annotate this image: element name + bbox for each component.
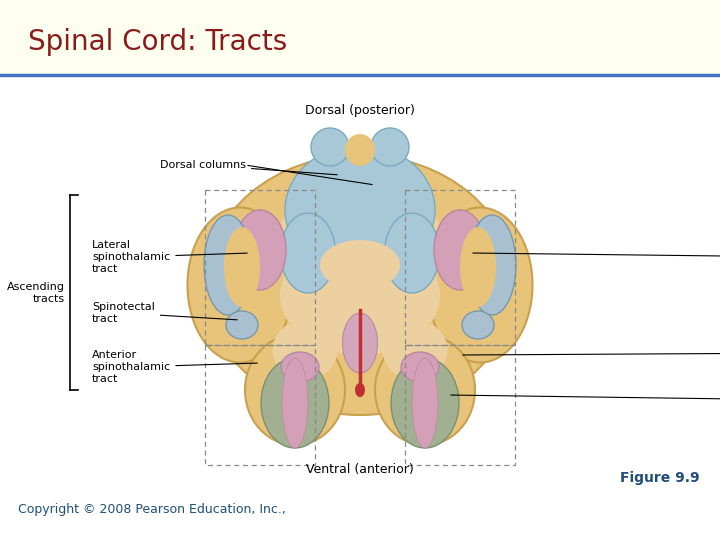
Bar: [205, 345, 315, 465]
Ellipse shape: [412, 358, 438, 448]
Ellipse shape: [462, 311, 494, 339]
Ellipse shape: [205, 155, 515, 415]
Ellipse shape: [401, 352, 439, 382]
Text: Spinotectal
tract: Spinotectal tract: [92, 302, 237, 324]
Ellipse shape: [281, 213, 336, 293]
Text: Copyright © 2008 Pearson Education, Inc.,: Copyright © 2008 Pearson Education, Inc.…: [18, 503, 286, 516]
Ellipse shape: [234, 210, 286, 290]
Ellipse shape: [384, 213, 439, 293]
Text: Lateral
spinothalamic
tract: Lateral spinothalamic tract: [92, 240, 247, 274]
Ellipse shape: [391, 358, 459, 448]
Text: Figure 9.9: Figure 9.9: [621, 471, 700, 485]
Ellipse shape: [281, 352, 319, 382]
Ellipse shape: [261, 358, 329, 448]
Ellipse shape: [371, 128, 409, 166]
Ellipse shape: [468, 215, 516, 315]
Ellipse shape: [277, 205, 333, 275]
Ellipse shape: [311, 128, 349, 166]
Ellipse shape: [355, 383, 365, 397]
Text: Dorsal (posterior): Dorsal (posterior): [305, 104, 415, 117]
Text: Dorsal columns: Dorsal columns: [160, 160, 337, 175]
Ellipse shape: [282, 358, 308, 448]
Text: Ventral (anterior): Ventral (anterior): [306, 463, 414, 476]
Text: Vestibulospinal
tract: Vestibulospinal tract: [463, 342, 720, 364]
Ellipse shape: [387, 205, 443, 275]
Ellipse shape: [224, 227, 260, 307]
Ellipse shape: [434, 210, 486, 290]
Ellipse shape: [245, 335, 345, 445]
Ellipse shape: [280, 235, 440, 355]
Bar: [205, 190, 315, 345]
Ellipse shape: [428, 207, 533, 362]
Ellipse shape: [460, 227, 496, 307]
Text: Anterior
pyramidal
tract: Anterior pyramidal tract: [451, 383, 720, 416]
Ellipse shape: [343, 313, 377, 373]
Ellipse shape: [320, 240, 400, 290]
Ellipse shape: [285, 145, 435, 275]
Ellipse shape: [272, 320, 338, 380]
Ellipse shape: [204, 215, 252, 315]
Ellipse shape: [382, 320, 448, 380]
Bar: [405, 190, 515, 345]
Bar: [405, 345, 515, 465]
Ellipse shape: [226, 311, 258, 339]
Bar: [0, 0, 720, 75]
Text: Spinal Cord: Tracts: Spinal Cord: Tracts: [28, 28, 287, 56]
Text: Anterior
spinothalamic
tract: Anterior spinothalamic tract: [92, 350, 257, 383]
Text: Ascending
tracts: Ascending tracts: [7, 282, 65, 304]
Ellipse shape: [345, 134, 375, 166]
Ellipse shape: [187, 207, 292, 362]
Ellipse shape: [375, 335, 475, 445]
Text: Lateral
pyramidal
tract: Lateral pyramidal tract: [473, 240, 720, 274]
Bar: [0, 75, 720, 540]
